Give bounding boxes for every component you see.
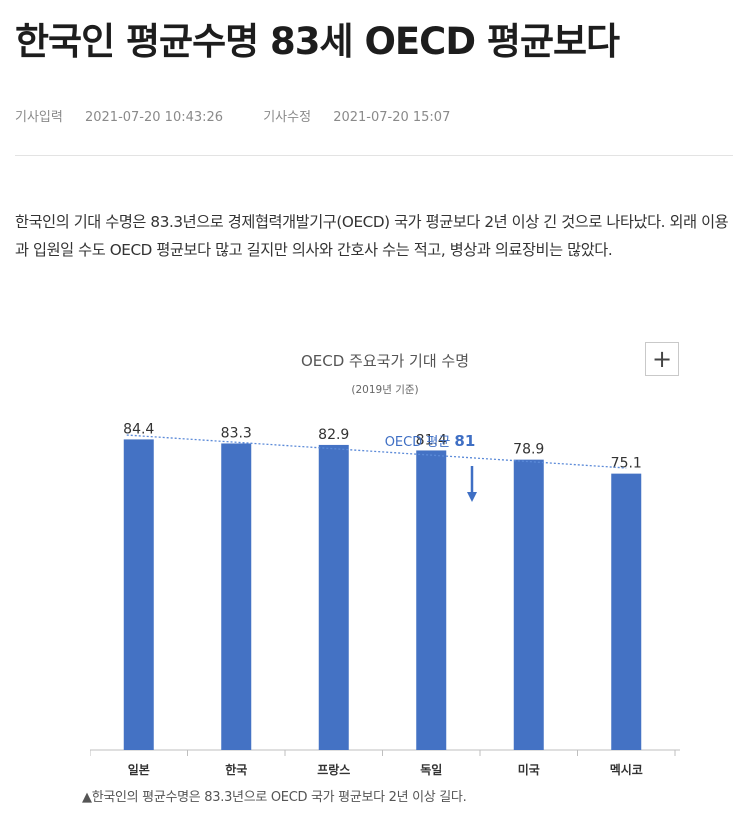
x-tick-label: 멕시코 (610, 762, 643, 777)
bar-한국 (221, 443, 252, 750)
data-label: 75.1 (611, 456, 642, 472)
trend-line (126, 434, 627, 469)
x-tick-label: 일본 (128, 763, 150, 777)
data-label: 84.4 (123, 421, 154, 437)
article-body: 한국인의 기대 수명은 83.3년으로 경제협력개발기구(OECD) 국가 평균… (15, 213, 729, 259)
header-divider (15, 155, 733, 156)
published-time: 기사입력 2021-07-20 10:43:26 (15, 110, 241, 125)
zoom-button[interactable]: + (645, 342, 679, 376)
oecd-average-label: OECD 평균 81 (385, 432, 476, 450)
edited-label: 기사수정 (263, 110, 312, 125)
data-label: 78.9 (513, 442, 544, 458)
bar-멕시코 (611, 473, 642, 750)
bar-일본 (123, 439, 154, 750)
article-meta: 기사입력 2021-07-20 10:43:26 기사수정 2021-07-20… (15, 106, 486, 125)
edited-value: 2021-07-20 15:07 (333, 110, 451, 125)
article-headline: 한국인 평균수명 83세 OECD 평균보다 (15, 20, 620, 63)
chart-title: OECD 주요국가 기대 수명 (300, 352, 469, 370)
bar-chart: 84.4 일본 83.3 한국 82.9 프랑스 81.4 독일 78.9 미국 75.1 멕시코 OE… (90, 421, 680, 777)
bar-독일 (416, 450, 447, 750)
data-label: 81.4 (416, 432, 447, 448)
edited-time: 기사수정 2021-07-20 15:07 (263, 110, 468, 125)
bar-미국 (513, 459, 544, 750)
published-label: 기사입력 (15, 110, 63, 125)
x-tick-label: 독일 (420, 763, 442, 777)
arrow-down-icon (467, 492, 477, 502)
x-tick-label: 미국 (518, 762, 540, 777)
x-tick-label: 프랑스 (317, 763, 350, 777)
bar-프랑스 (318, 444, 349, 750)
figure-caption: ▲한국인의 평균수명은 83.3년으로 OECD 국가 평균보다 2년 이상 길… (82, 790, 467, 805)
x-tick-label: 한국 (225, 762, 247, 777)
published-value: 2021-07-20 10:43:26 (84, 110, 224, 125)
plus-icon: + (651, 345, 673, 373)
data-label: 82.9 (318, 427, 349, 443)
chart-figure: 84.4 일본 83.3 한국 82.9 프랑스 81.4 독일 78.9 미국 75.1 멕시코 OE… (90, 342, 680, 780)
chart-subtitle: (2019년 기준) (351, 384, 419, 396)
data-label: 83.3 (221, 425, 252, 441)
